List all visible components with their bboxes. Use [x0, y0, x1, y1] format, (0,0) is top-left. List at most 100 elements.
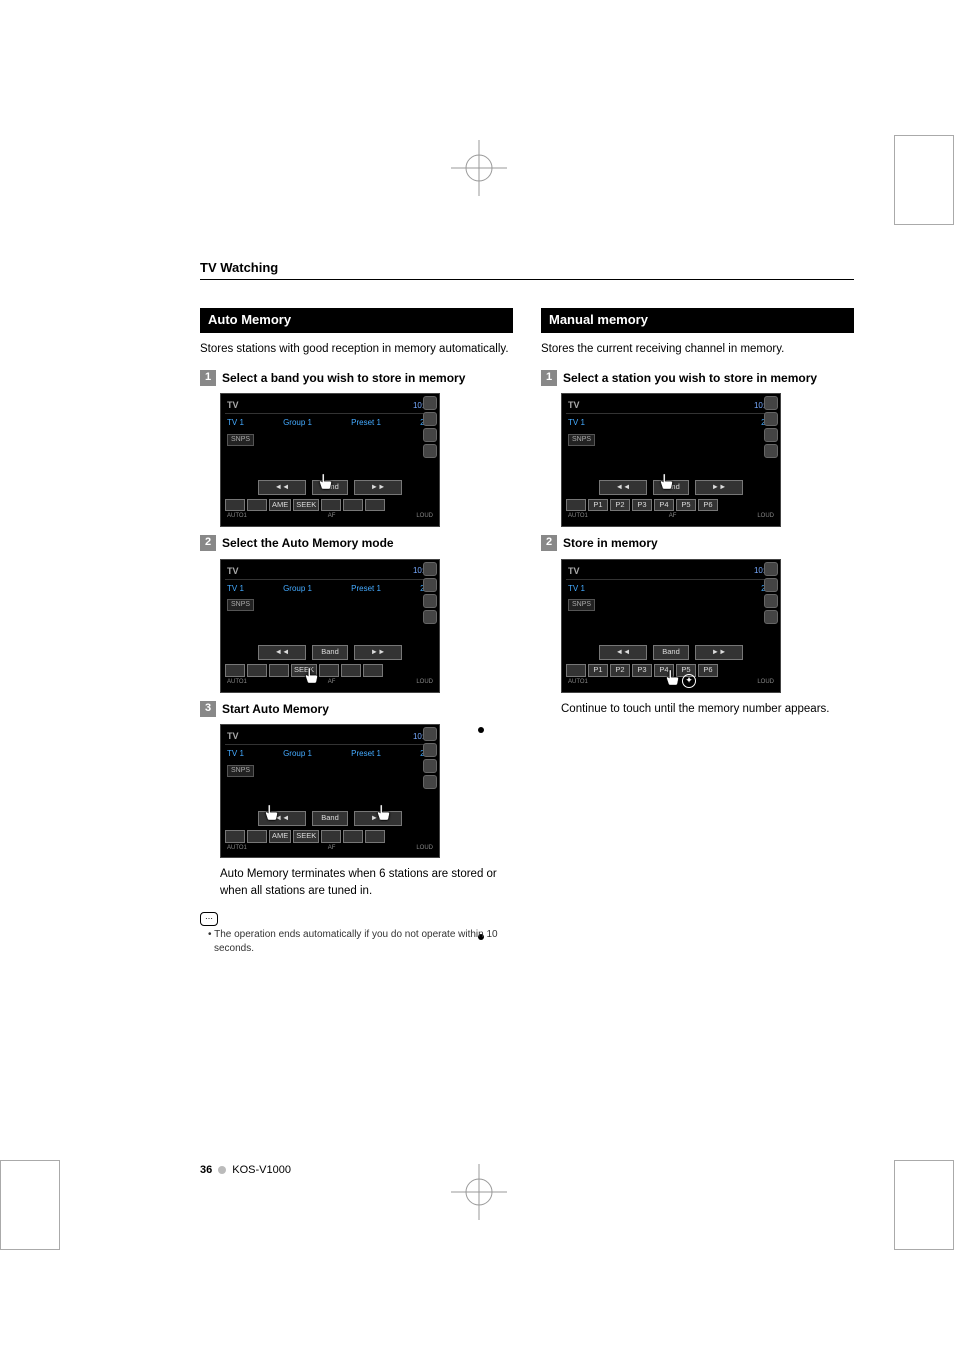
- note-icon: ⋯: [200, 912, 218, 926]
- step-2: 2 Select the Auto Memory mode: [200, 535, 513, 552]
- p1-button[interactable]: P1: [588, 664, 608, 677]
- after-text: Auto Memory terminates when 6 stations a…: [220, 866, 513, 899]
- seek-button[interactable]: SEEK: [293, 499, 319, 512]
- auto-indicator: AUTO1: [227, 678, 247, 687]
- bottom-button[interactable]: [321, 830, 341, 843]
- prev-button[interactable]: ◄◄: [258, 645, 306, 660]
- bottom-button[interactable]: [341, 664, 361, 677]
- bottom-button[interactable]: [566, 499, 586, 512]
- p2-button[interactable]: P2: [610, 499, 630, 512]
- screen-preset: Preset 1: [351, 417, 381, 429]
- step-2-label: Select the Auto Memory mode: [222, 535, 513, 552]
- af-indicator: AF: [588, 512, 757, 521]
- p3-button[interactable]: P3: [632, 499, 652, 512]
- auto-indicator: AUTO1: [227, 844, 247, 853]
- heading-manual-memory: Manual memory: [541, 308, 854, 333]
- auto-indicator: AUTO1: [568, 678, 588, 687]
- step-3-label: Start Auto Memory: [222, 701, 513, 718]
- screen-tv1: TV 1: [568, 417, 585, 429]
- snps-button[interactable]: SNPS: [227, 599, 254, 611]
- ame-button[interactable]: AME: [269, 499, 291, 512]
- bottom-button[interactable]: [321, 499, 341, 512]
- bottom-button[interactable]: [365, 499, 385, 512]
- snps-button[interactable]: SNPS: [568, 599, 595, 611]
- bottom-button[interactable]: [566, 664, 586, 677]
- screen-title: TV: [227, 565, 239, 578]
- snps-button[interactable]: SNPS: [227, 765, 254, 777]
- ame-button[interactable]: AME: [269, 830, 291, 843]
- p1-button[interactable]: P1: [588, 499, 608, 512]
- step-number-badge: 1: [200, 370, 216, 386]
- prev-button[interactable]: ◄◄: [599, 645, 647, 660]
- snps-button[interactable]: SNPS: [227, 434, 254, 446]
- note-text: • The operation ends automatically if yo…: [204, 928, 513, 957]
- bottom-button[interactable]: [225, 664, 245, 677]
- bottom-button[interactable]: [269, 664, 289, 677]
- step-1: 1 Select a band you wish to store in mem…: [200, 370, 513, 387]
- screen-tv1: TV 1: [227, 417, 244, 429]
- seek-button[interactable]: SEEK: [293, 830, 319, 843]
- bottom-button[interactable]: [365, 830, 385, 843]
- p2-button[interactable]: P2: [610, 664, 630, 677]
- column-manual-memory: Manual memory Stores the current receivi…: [541, 308, 854, 957]
- bottom-button[interactable]: [363, 664, 383, 677]
- p6-button[interactable]: P6: [698, 499, 718, 512]
- af-indicator: AF: [247, 678, 416, 687]
- bottom-button[interactable]: [247, 664, 267, 677]
- band-button[interactable]: Band: [653, 645, 689, 660]
- screen-preset: Preset 1: [351, 583, 381, 595]
- screen-group: Group 1: [283, 417, 312, 429]
- die-cut-tab: [894, 1160, 954, 1250]
- touch-hand-icon: [662, 668, 684, 690]
- p3-button[interactable]: P3: [632, 664, 652, 677]
- intro-text: Stores the current receiving channel in …: [541, 341, 854, 358]
- touch-hand-icon: [373, 803, 395, 825]
- hold-indicator-icon: ✦: [682, 674, 696, 688]
- next-button[interactable]: ►►: [695, 645, 743, 660]
- auto-indicator: AUTO1: [227, 512, 247, 521]
- band-button[interactable]: Band: [312, 645, 348, 660]
- next-button[interactable]: ►►: [354, 480, 402, 495]
- bottom-button[interactable]: [247, 499, 267, 512]
- touch-hand-icon: [656, 472, 678, 494]
- tv-screen: TV10:10 TV 1 Group 1 Preset 1 2ch SNPS ◄…: [220, 393, 440, 527]
- loud-indicator: LOUD: [416, 678, 433, 687]
- column-auto-memory: Auto Memory Stores stations with good re…: [200, 308, 513, 957]
- step-1-label: Select a band you wish to store in memor…: [222, 370, 513, 387]
- tv-screen: TV10:10 TV 1 2ch SNPS ◄◄ Band ►► P1 P2: [561, 559, 781, 693]
- tv-screen: TV10:10 TV 1 Group 1 Preset 1 2ch SNPS ◄…: [220, 559, 440, 693]
- p4-button[interactable]: P4: [654, 499, 674, 512]
- tv-screen: TV10:10 TV 1 2ch SNPS ◄◄ Band ►► P1: [561, 393, 781, 527]
- loud-indicator: LOUD: [757, 512, 774, 521]
- loud-indicator: LOUD: [416, 844, 433, 853]
- snps-button[interactable]: SNPS: [568, 434, 595, 446]
- bottom-button[interactable]: [247, 830, 267, 843]
- bottom-button[interactable]: [343, 830, 363, 843]
- step-number-badge: 2: [541, 535, 557, 551]
- step-1-label: Select a station you wish to store in me…: [563, 370, 854, 387]
- step-number-badge: 2: [200, 535, 216, 551]
- die-cut-tab: [0, 1160, 60, 1250]
- af-indicator: AF: [247, 844, 416, 853]
- p6-button[interactable]: P6: [698, 664, 718, 677]
- screen-title: TV: [568, 399, 580, 412]
- next-button[interactable]: ►►: [695, 480, 743, 495]
- screen-title: TV: [227, 399, 239, 412]
- section-header: TV Watching: [200, 260, 854, 280]
- next-button[interactable]: ►►: [354, 645, 402, 660]
- tv-screen: TV10:10 TV 1 Group 1 Preset 1 2ch SNPS ◄…: [220, 724, 440, 858]
- model-name: KOS-V1000: [232, 1164, 291, 1176]
- p5-button[interactable]: P5: [676, 499, 696, 512]
- band-button[interactable]: Band: [312, 811, 348, 826]
- bottom-button[interactable]: [225, 499, 245, 512]
- screen-group: Group 1: [283, 583, 312, 595]
- bottom-button[interactable]: [343, 499, 363, 512]
- auto-indicator: AUTO1: [568, 512, 588, 521]
- prev-button[interactable]: ◄◄: [258, 480, 306, 495]
- loud-indicator: LOUD: [416, 512, 433, 521]
- die-cut-tab: [894, 135, 954, 225]
- step-number-badge: 1: [541, 370, 557, 386]
- bottom-button[interactable]: [225, 830, 245, 843]
- step-number-badge: 3: [200, 701, 216, 717]
- prev-button[interactable]: ◄◄: [599, 480, 647, 495]
